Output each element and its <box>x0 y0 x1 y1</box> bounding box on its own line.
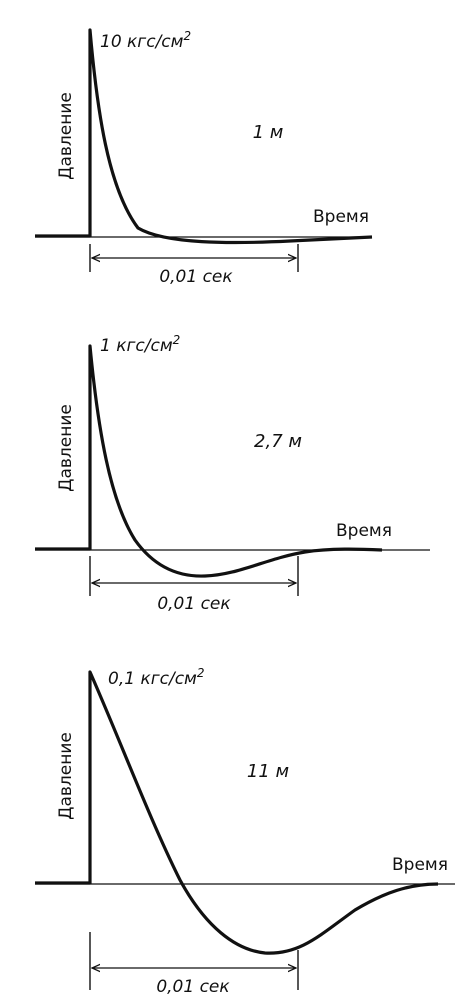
peak-pressure-label: 0,1 кгс/см2 <box>108 666 205 689</box>
interval-label: 0,01 сек <box>159 267 233 287</box>
time-axis-label: Время <box>392 855 448 875</box>
distance-label: 1 м <box>253 122 284 143</box>
pressure-curve <box>35 28 373 245</box>
panel-3: Давление 0,1 кгс/см2 11 м Время 0,01 сек <box>35 666 455 997</box>
time-axis-label: Время <box>336 521 392 541</box>
pressure-axis-label: Давление <box>56 404 76 492</box>
distance-label: 11 м <box>247 761 289 782</box>
peak-pressure-label: 1 кгс/см2 <box>100 333 180 356</box>
pressure-curve <box>35 344 383 578</box>
interval-label: 0,01 сек <box>156 977 230 997</box>
time-axis-label: Время <box>313 207 369 227</box>
pressure-axis-label: Давление <box>56 92 76 180</box>
interval-label: 0,01 сек <box>157 594 231 614</box>
pressure-axis-label: Давление <box>56 732 76 820</box>
pressure-curve <box>35 670 439 955</box>
peak-pressure-label: 10 кгс/см2 <box>100 29 191 52</box>
panel-1: Давление 10 кгс/см2 1 м Время 0,01 сек <box>35 28 373 287</box>
panel-2: Давление 1 кгс/см2 2,7 м Время 0,01 сек <box>35 333 430 614</box>
distance-label: 2,7 м <box>254 431 302 452</box>
